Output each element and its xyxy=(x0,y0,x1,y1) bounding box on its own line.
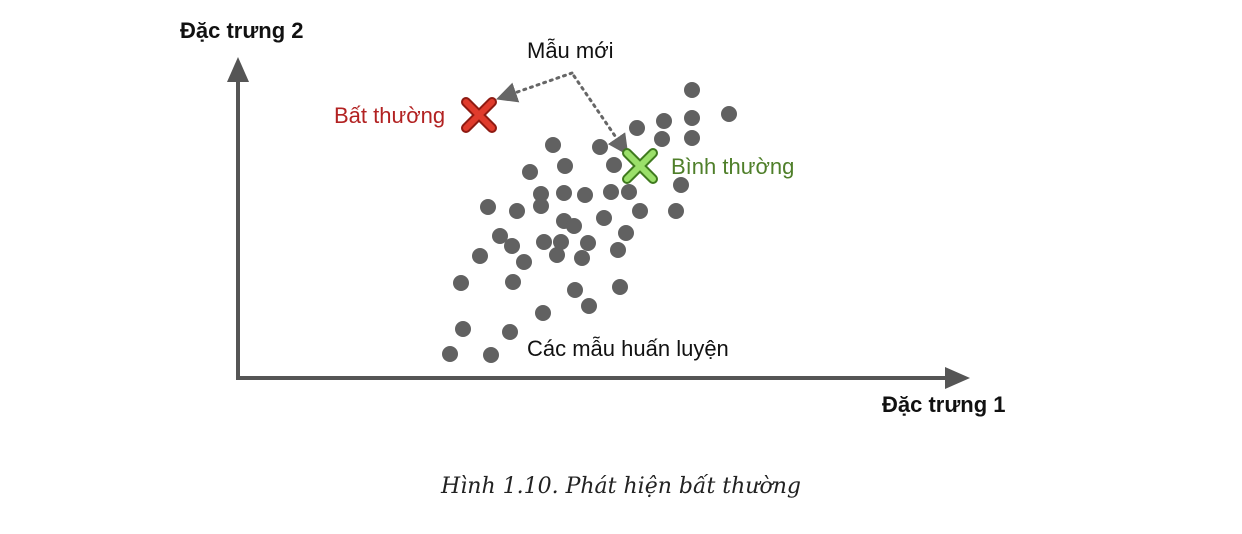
training-sample-dot xyxy=(618,225,634,241)
training-sample-dot xyxy=(504,238,520,254)
arrow-to-normal xyxy=(572,74,629,156)
training-samples-label: Các mẫu huấn luyện xyxy=(527,336,729,361)
training-sample-dot xyxy=(545,137,561,153)
training-sample-dot xyxy=(455,321,471,337)
training-sample-dot xyxy=(549,247,565,263)
x-axis-label: Đặc trưng 1 xyxy=(882,392,1006,417)
training-sample-dot xyxy=(654,131,670,147)
training-sample-dot xyxy=(505,274,521,290)
training-sample-dot xyxy=(721,106,737,122)
y-axis-label: Đặc trưng 2 xyxy=(180,18,304,43)
training-sample-dot xyxy=(516,254,532,270)
training-sample-dot xyxy=(492,228,508,244)
training-sample-dot xyxy=(533,186,549,202)
training-sample-dot xyxy=(580,235,596,251)
training-sample-dot xyxy=(535,305,551,321)
training-sample-dot xyxy=(610,242,626,258)
training-sample-dot xyxy=(684,82,700,98)
training-sample-dot xyxy=(566,218,582,234)
green-x-icon xyxy=(622,148,658,184)
new-sample-label: Mẫu mới xyxy=(527,38,614,63)
arrow-to-anomaly xyxy=(496,71,574,103)
training-sample-dot xyxy=(606,157,622,173)
training-sample-dot xyxy=(592,139,608,155)
training-sample-dot xyxy=(577,187,593,203)
anomaly-detection-diagram: Đặc trưng 2 Đặc trưng 1 Mẫu mới Bất thườ… xyxy=(180,18,1006,417)
training-sample-dot xyxy=(684,130,700,146)
training-sample-dot xyxy=(480,199,496,215)
normal-label: Bình thường xyxy=(671,154,794,179)
training-sample-dot xyxy=(567,282,583,298)
training-sample-dot xyxy=(574,250,590,266)
training-sample-dot xyxy=(533,198,549,214)
new-sample-arrows xyxy=(496,71,629,156)
training-sample-dot xyxy=(632,203,648,219)
training-sample-dot xyxy=(673,177,689,193)
training-sample-dot xyxy=(522,164,538,180)
axes xyxy=(227,57,970,389)
training-sample-dot xyxy=(684,110,700,126)
red-x-icon xyxy=(461,97,497,133)
training-sample-dot xyxy=(472,248,488,264)
x-axis-arrowhead xyxy=(945,367,970,389)
training-sample-dot xyxy=(509,203,525,219)
training-sample-dot xyxy=(536,234,552,250)
figure-caption: Hình 1.10. Phát hiện bất thường xyxy=(441,474,801,499)
training-sample-dot xyxy=(453,275,469,291)
training-sample-dot xyxy=(556,185,572,201)
training-sample-dot xyxy=(581,298,597,314)
training-sample-dot xyxy=(612,279,628,295)
training-sample-dot xyxy=(656,113,672,129)
y-axis-arrowhead xyxy=(227,57,249,82)
training-sample-dot xyxy=(442,346,458,362)
training-samples xyxy=(442,82,737,363)
training-sample-dot xyxy=(621,184,637,200)
training-sample-dot xyxy=(603,184,619,200)
training-sample-dot xyxy=(502,324,518,340)
anomaly-label: Bất thường xyxy=(334,103,445,128)
training-sample-dot xyxy=(553,234,569,250)
training-sample-dot xyxy=(629,120,645,136)
training-sample-dot xyxy=(596,210,612,226)
training-sample-dot xyxy=(557,158,573,174)
training-sample-dot xyxy=(668,203,684,219)
training-sample-dot xyxy=(483,347,499,363)
